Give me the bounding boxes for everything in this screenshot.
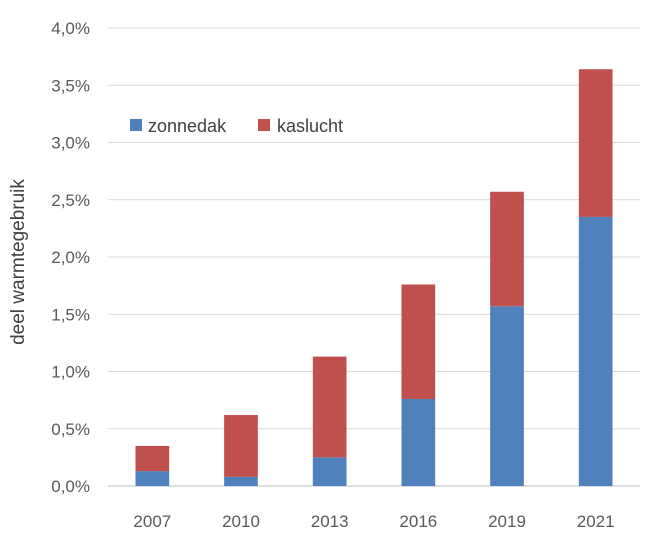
x-tick-label: 2021 (577, 512, 615, 531)
legend-swatch-zonnedak (130, 119, 142, 131)
y-tick-labels: 0,0% 0,5% 1,0% 1,5% 2,0% 2,5% 3,0% 3,5% 4,0% (51, 19, 90, 496)
y-axis-title: deel warmtegebruik (8, 179, 29, 345)
bar-zonnedak-2019 (490, 306, 524, 486)
x-tick-label: 2016 (399, 512, 437, 531)
x-tick-label: 2019 (488, 512, 526, 531)
bar-kaslucht-2007 (135, 445, 170, 472)
bar-kaslucht-2019 (490, 191, 524, 307)
y-tick-label: 2,5% (51, 191, 90, 210)
y-tick-label: 3,5% (51, 76, 90, 95)
y-tick-label: 0,0% (51, 477, 90, 496)
bar-kaslucht-2021 (578, 69, 613, 217)
x-tick-labels: 2007 2010 2013 2016 2019 2021 (133, 512, 614, 531)
gridlines (108, 27, 640, 487)
bar-zonnedak-2013 (312, 457, 347, 486)
x-tick-label: 2007 (133, 512, 171, 531)
bar-kaslucht-2016 (401, 284, 436, 399)
y-tick-label: 0,5% (51, 420, 90, 439)
bar-zonnedak-2007 (135, 471, 170, 486)
bar-zonnedak-2010 (224, 476, 258, 486)
y-tick-label: 1,5% (51, 305, 90, 324)
bar-zonnedak-2021 (578, 216, 613, 487)
bar-kaslucht-2013 (312, 356, 347, 458)
x-tick-label: 2010 (222, 512, 260, 531)
legend-label-kaslucht: kaslucht (277, 116, 343, 136)
bar-kaslucht-2010 (224, 415, 258, 477)
legend: zonnedak kaslucht (130, 116, 343, 136)
bar-zonnedak-2016 (401, 398, 436, 486)
bars (135, 69, 613, 487)
y-tick-label: 4,0% (51, 19, 90, 38)
x-tick-label: 2013 (311, 512, 349, 531)
y-tick-label: 2,0% (51, 248, 90, 267)
y-tick-label: 3,0% (51, 134, 90, 153)
y-tick-label: 1,0% (51, 363, 90, 382)
legend-label-zonnedak: zonnedak (148, 116, 227, 136)
legend-swatch-kaslucht (258, 119, 270, 131)
